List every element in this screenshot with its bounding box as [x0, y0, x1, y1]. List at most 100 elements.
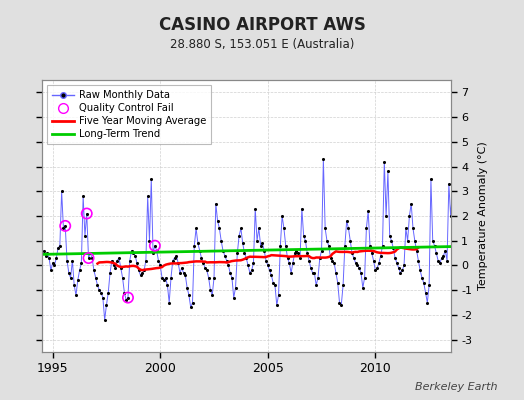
- Point: [93, 282, 102, 288]
- Point: [358, 284, 367, 291]
- Point: [337, 302, 345, 308]
- Point: [421, 290, 430, 296]
- Point: [375, 260, 383, 266]
- Point: [366, 242, 374, 249]
- Point: [226, 270, 234, 276]
- Point: [425, 282, 433, 288]
- Point: [283, 255, 292, 261]
- Point: [278, 213, 286, 219]
- Point: [81, 232, 89, 239]
- Point: [61, 223, 69, 229]
- Point: [68, 257, 77, 264]
- Point: [58, 188, 66, 194]
- Point: [231, 284, 239, 291]
- Point: [64, 270, 73, 276]
- Point: [61, 223, 69, 229]
- Point: [435, 260, 444, 266]
- Point: [275, 292, 283, 298]
- Point: [238, 240, 247, 246]
- Point: [228, 275, 236, 281]
- Point: [276, 242, 285, 249]
- Point: [195, 248, 204, 254]
- Point: [167, 275, 175, 281]
- Point: [154, 257, 162, 264]
- Point: [301, 238, 310, 244]
- Point: [341, 242, 349, 249]
- Point: [106, 270, 114, 276]
- Point: [124, 294, 132, 301]
- Point: [163, 282, 171, 288]
- Point: [318, 248, 326, 254]
- Y-axis label: Temperature Anomaly (°C): Temperature Anomaly (°C): [478, 142, 488, 290]
- Point: [343, 218, 351, 224]
- Point: [455, 265, 464, 271]
- Point: [344, 225, 353, 232]
- Point: [355, 265, 364, 271]
- Point: [187, 304, 195, 311]
- Point: [380, 158, 388, 165]
- Point: [412, 248, 421, 254]
- Point: [269, 280, 277, 286]
- Point: [335, 299, 344, 306]
- Point: [323, 238, 331, 244]
- Point: [328, 257, 336, 264]
- Point: [136, 272, 145, 278]
- Point: [124, 294, 132, 301]
- Point: [158, 275, 166, 281]
- Point: [333, 280, 342, 286]
- Point: [141, 257, 150, 264]
- Point: [314, 275, 322, 281]
- Point: [309, 270, 317, 276]
- Point: [312, 282, 320, 288]
- Point: [151, 242, 159, 249]
- Point: [310, 270, 319, 276]
- Point: [290, 250, 299, 256]
- Point: [77, 260, 85, 266]
- Point: [443, 257, 451, 264]
- Point: [122, 297, 130, 303]
- Point: [432, 250, 441, 256]
- Point: [405, 213, 413, 219]
- Point: [396, 270, 405, 276]
- Point: [400, 262, 408, 269]
- Point: [181, 272, 190, 278]
- Point: [188, 299, 196, 306]
- Point: [221, 252, 229, 259]
- Point: [217, 238, 225, 244]
- Point: [183, 284, 191, 291]
- Point: [206, 287, 215, 293]
- Point: [213, 218, 222, 224]
- Point: [361, 275, 369, 281]
- Point: [438, 255, 446, 261]
- Point: [197, 255, 205, 261]
- Point: [307, 265, 315, 271]
- Point: [391, 255, 399, 261]
- Point: [97, 290, 105, 296]
- Point: [156, 262, 165, 269]
- Point: [267, 272, 276, 278]
- Point: [133, 260, 141, 266]
- Point: [357, 270, 365, 276]
- Point: [255, 225, 263, 232]
- Point: [127, 248, 136, 254]
- Point: [253, 238, 261, 244]
- Point: [88, 255, 96, 261]
- Point: [287, 270, 296, 276]
- Point: [434, 257, 442, 264]
- Point: [448, 188, 456, 194]
- Point: [305, 257, 313, 264]
- Point: [49, 260, 57, 266]
- Point: [140, 267, 148, 274]
- Point: [371, 267, 379, 274]
- Point: [411, 238, 419, 244]
- Point: [210, 275, 218, 281]
- Point: [292, 248, 301, 254]
- Point: [403, 238, 412, 244]
- Point: [246, 270, 254, 276]
- Point: [262, 257, 270, 264]
- Point: [321, 225, 330, 232]
- Point: [407, 200, 416, 207]
- Point: [126, 257, 134, 264]
- Point: [45, 255, 53, 261]
- Point: [427, 176, 435, 182]
